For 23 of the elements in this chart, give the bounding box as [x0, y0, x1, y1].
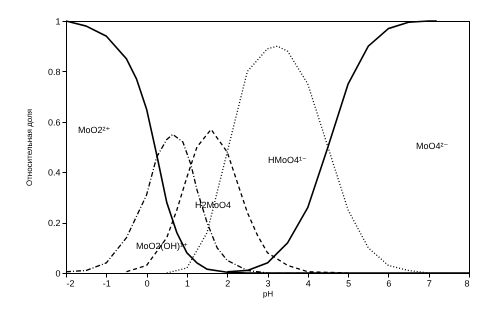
x-tick-label: 1	[184, 278, 190, 288]
x-tick-label: 5	[346, 278, 352, 288]
annotation: H2MoO4	[195, 200, 232, 210]
y-tick-label: 0.8	[48, 66, 60, 77]
x-tick-label: 7	[426, 278, 432, 288]
x-tick-label: 8	[464, 278, 470, 288]
y-tick-label: 1	[55, 16, 60, 26]
annotation: HMoO4¹⁻	[268, 155, 308, 165]
x-tick-label: 3	[265, 278, 271, 288]
y-tick-label: 0.4	[48, 168, 60, 178]
x-tick-label: -1	[102, 278, 111, 288]
y-tick-label: 0	[55, 268, 60, 278]
x-tick-label: 2	[225, 278, 230, 288]
x-tick-label: -2	[66, 278, 75, 288]
x-tick-label: 6	[386, 278, 392, 288]
y-tick-label: 0.6	[48, 117, 60, 128]
x-tick-label: 0	[144, 278, 150, 288]
annotation: MoO4²⁻	[416, 141, 449, 151]
annotation: MoO2²⁺	[78, 125, 111, 135]
y-axis-title: Относительная доля	[24, 108, 34, 186]
x-tick-label: 4	[306, 278, 311, 288]
y-tick-label: 0.2	[48, 218, 60, 228]
x-axis-title: pH	[262, 290, 274, 298]
